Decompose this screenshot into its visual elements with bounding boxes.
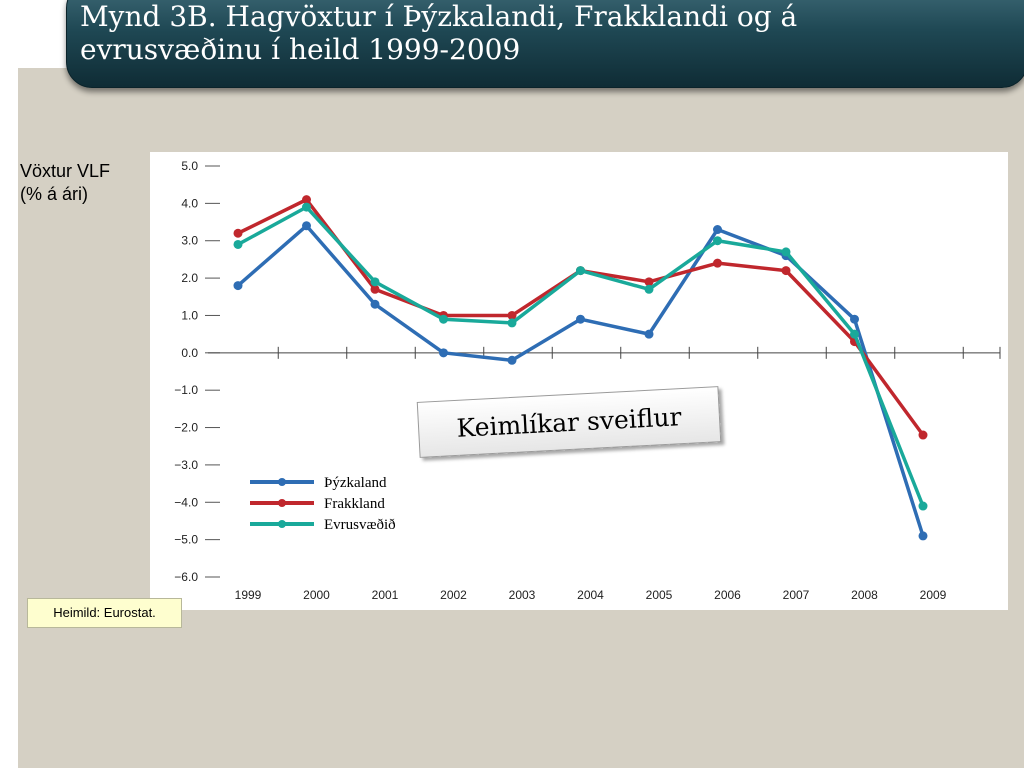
data-point — [644, 329, 654, 339]
y-tick-label: −4.0 — [174, 495, 198, 509]
data-point — [576, 266, 585, 276]
data-point — [302, 195, 311, 205]
chart-area: 5.0 4.0 3.0 2.0 1.0 0.0 −1.0 −2.0 −3.0 −4.0 −5.0 −6… — [150, 152, 1008, 610]
x-tick-label: 2008 — [851, 588, 878, 602]
data-point — [576, 314, 585, 324]
y-tick-label: 0.0 — [181, 346, 198, 360]
source-note: Heimild: Eurostat. — [27, 598, 182, 628]
data-point — [713, 236, 722, 246]
line-chart: 5.0 4.0 3.0 2.0 1.0 0.0 −1.0 −2.0 −3.0 −4.0 −5.0 −6… — [174, 159, 1001, 602]
data-point — [781, 266, 791, 276]
data-point — [713, 258, 722, 268]
x-tick-label: 2005 — [646, 588, 673, 602]
y-axis-label-line-1: Vöxtur VLF — [20, 161, 111, 181]
slide-title: Mynd 3B. Hagvöxtur í Þýzkalandi, Frakkla… — [80, 0, 980, 66]
x-tick-label: 2007 — [783, 588, 810, 602]
data-point — [781, 247, 791, 257]
y-tick-label: 5.0 — [181, 159, 198, 173]
data-point — [918, 531, 928, 541]
data-point — [370, 284, 380, 294]
data-point — [507, 355, 517, 365]
legend-label: Þýzkaland — [324, 475, 387, 491]
y-tick-label: −1.0 — [174, 383, 198, 397]
y-axis-label: Vöxtur VLF (% á ári) — [20, 160, 110, 206]
x-tick-label: 2003 — [509, 588, 536, 602]
x-tick-label: 2004 — [577, 588, 604, 602]
legend-marker — [278, 478, 286, 486]
y-tick-label: 3.0 — [181, 234, 198, 248]
slide-title-line-1: Mynd 3B. Hagvöxtur í Þýzkalandi, Frakkla… — [80, 0, 798, 33]
y-tick-label: 2.0 — [181, 271, 198, 285]
y-axis-label-line-2: (% á ári) — [20, 184, 89, 204]
y-tick-label: −5.0 — [174, 533, 198, 547]
y-tick-label: −6.0 — [174, 570, 198, 584]
data-point — [918, 430, 928, 440]
y-tick-label: −3.0 — [174, 458, 198, 472]
data-point — [439, 314, 448, 324]
title-bar — [66, 0, 1024, 88]
data-point — [507, 310, 517, 320]
data-point — [644, 284, 654, 294]
data-point — [302, 202, 311, 212]
x-tick-label: 2000 — [303, 588, 330, 602]
x-tick-label: 2002 — [440, 588, 467, 602]
data-point — [233, 281, 243, 291]
data-point — [370, 299, 380, 309]
series-line-3 — [237, 205, 925, 507]
data-point — [644, 277, 654, 287]
data-point — [233, 228, 243, 238]
data-point — [850, 314, 859, 324]
data-point — [850, 329, 859, 339]
x-tick-label: 2009 — [920, 588, 947, 602]
data-point — [370, 277, 380, 287]
data-point — [507, 318, 517, 328]
legend-label: Evrusvæðið — [324, 517, 396, 533]
slide-title-line-2: evrusvæðinu í heild 1999-2009 — [80, 33, 521, 66]
data-point — [439, 348, 448, 358]
x-tick-label: 1999 — [235, 588, 262, 602]
y-tick-label: −2.0 — [174, 421, 198, 435]
x-tick-label: 2006 — [714, 588, 741, 602]
data-point — [918, 501, 928, 511]
legend-marker — [278, 520, 286, 528]
legend-marker — [278, 499, 286, 507]
y-tick-label: 4.0 — [181, 196, 198, 210]
legend-label: Frakkland — [324, 496, 385, 512]
data-point — [713, 225, 722, 235]
data-point — [302, 221, 311, 231]
data-point — [233, 239, 243, 249]
x-tick-label: 2001 — [372, 588, 399, 602]
y-tick-label: 1.0 — [181, 308, 198, 322]
